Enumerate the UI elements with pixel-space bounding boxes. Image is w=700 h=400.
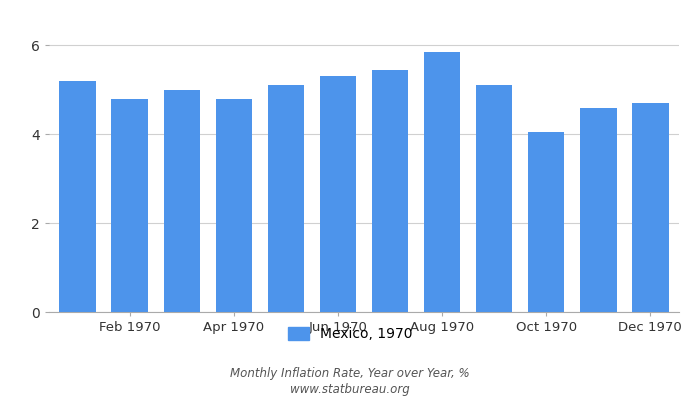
Bar	[424, 52, 461, 312]
Bar	[267, 85, 304, 312]
Bar	[632, 103, 668, 312]
Bar	[216, 99, 252, 312]
Bar	[372, 70, 408, 312]
Bar	[164, 90, 200, 312]
Bar	[528, 132, 564, 312]
Legend: Mexico, 1970: Mexico, 1970	[288, 327, 412, 341]
Bar	[476, 85, 512, 312]
Bar	[580, 108, 617, 312]
Bar	[320, 76, 356, 312]
Bar	[60, 81, 96, 312]
Bar	[111, 99, 148, 312]
Text: Monthly Inflation Rate, Year over Year, %: Monthly Inflation Rate, Year over Year, …	[230, 368, 470, 380]
Text: www.statbureau.org: www.statbureau.org	[290, 384, 410, 396]
